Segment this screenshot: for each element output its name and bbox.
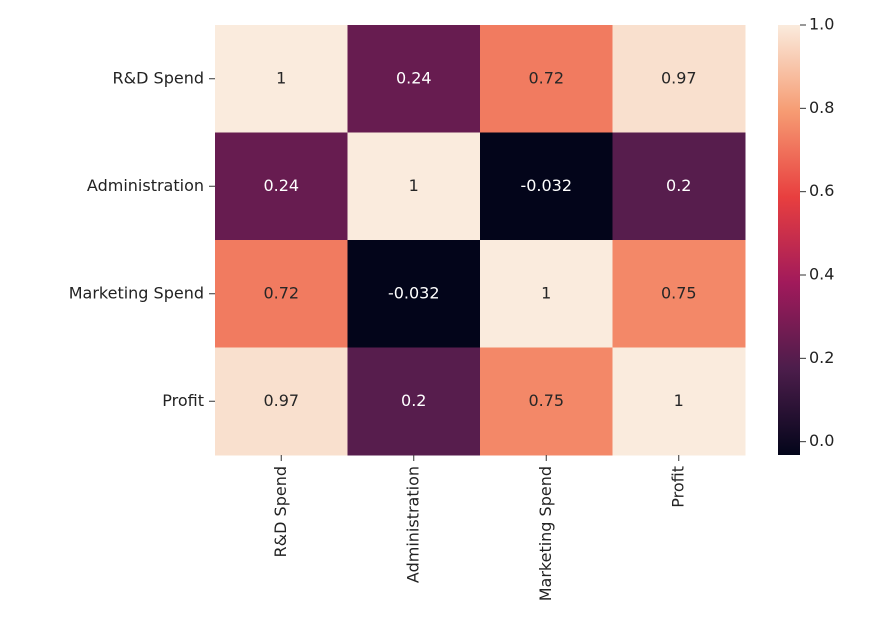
heatmap-cell: [612, 240, 746, 348]
y-tick-label: Marketing Spend: [69, 283, 204, 302]
heatmap-cell: [612, 347, 746, 456]
cell-annotation: 0.72: [528, 68, 564, 87]
heatmap-cell: [215, 347, 348, 456]
cell-annotation: -0.032: [520, 176, 572, 195]
cell-annotation: 1: [409, 176, 419, 195]
heatmap-cell: [215, 240, 348, 348]
heatmap-cell: [347, 25, 481, 133]
heatmap-cell: [612, 25, 746, 133]
colorbar-tick-label: 0.8: [809, 98, 834, 117]
x-tick-label: R&D Spend: [271, 466, 290, 557]
y-tick-label: Administration: [87, 176, 204, 195]
x-tick-label: Administration: [403, 466, 422, 583]
x-tick-label: Marketing Spend: [536, 466, 555, 601]
heatmap-cell: [480, 25, 613, 133]
colorbar-tick-label: 0.0: [809, 431, 834, 450]
cell-annotation: 0.24: [396, 68, 432, 87]
heatmap-cell: [215, 132, 348, 241]
cell-annotation: 1: [674, 391, 684, 410]
colorbar-tick-label: 1.0: [809, 15, 834, 34]
heatmap-cell: [347, 347, 481, 456]
cell-annotation: 0.72: [263, 283, 299, 302]
colorbar: [778, 25, 800, 455]
x-tick-label: Profit: [668, 466, 687, 508]
cell-annotation: 0.2: [401, 391, 426, 410]
cell-annotation: 0.97: [661, 68, 697, 87]
cell-annotation: 0.75: [528, 391, 564, 410]
cell-annotation: -0.032: [388, 283, 440, 302]
y-tick-label: R&D Spend: [113, 68, 204, 87]
heatmap-cell: [480, 347, 613, 456]
cell-annotation: 0.24: [263, 176, 299, 195]
heatmap-cell: [480, 240, 613, 348]
colorbar-tick-label: 0.4: [809, 265, 834, 284]
cell-annotation: 1: [541, 283, 551, 302]
cell-annotation: 0.97: [263, 391, 299, 410]
heatmap-cell: [347, 240, 481, 348]
y-tick-label: Profit: [162, 391, 204, 410]
cell-annotation: 1: [276, 68, 286, 87]
heatmap-cell: [215, 25, 348, 133]
cell-annotation: 0.75: [661, 283, 697, 302]
heatmap-cell: [480, 132, 613, 241]
heatmap-cell: [347, 132, 481, 241]
colorbar-tick-label: 0.2: [809, 348, 834, 367]
cell-annotation: 0.2: [666, 176, 691, 195]
colorbar-tick-label: 0.6: [809, 181, 834, 200]
heatmap-cell: [612, 132, 746, 241]
